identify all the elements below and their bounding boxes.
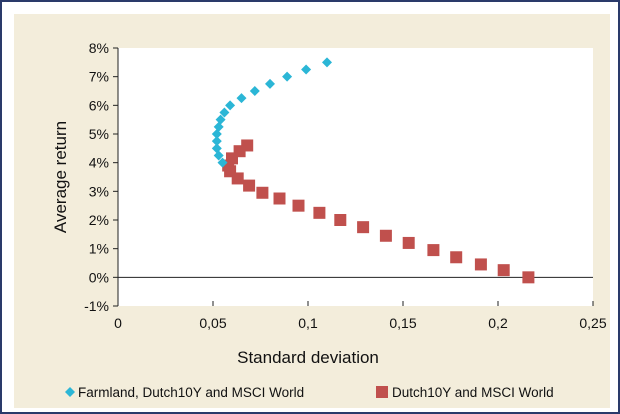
x-tick-label: 0 [114,315,122,331]
chart-panel: -1% 0% 1% 2% 3% 4% 5% 6% 7% 8% 0 0,05 0,1 0,15 0,2 0,2… [14,14,610,408]
data-point-dutch10y [274,193,286,205]
y-axis-title: Average return [51,121,70,233]
plot-background [118,48,593,306]
y-tick-label: 8% [89,40,109,56]
data-point-dutch10y [450,251,462,263]
y-tick-label: 0% [89,269,109,285]
data-point-dutch10y [334,214,346,226]
data-point-dutch10y [522,271,534,283]
y-tick-label: 6% [89,97,109,113]
y-tick-label: 2% [89,212,109,228]
y-axis-ticks: -1% 0% 1% 2% 3% 4% 5% 6% 7% 8% [84,40,118,314]
data-point-dutch10y [256,187,268,199]
data-point-dutch10y [475,258,487,270]
x-axis-title: Standard deviation [237,348,379,367]
legend-marker-dutch10y [376,386,388,398]
data-point-dutch10y [243,180,255,192]
legend-label-dutch10y: Dutch10Y and MSCI World [392,385,554,400]
y-tick-label: 3% [89,183,109,199]
y-tick-label: 4% [89,155,109,171]
legend: Farmland, Dutch10Y and MSCI World Dutch1… [65,385,554,400]
y-tick-label: -1% [84,298,109,314]
data-point-dutch10y [403,237,415,249]
data-point-dutch10y [232,172,244,184]
y-tick-label: 5% [89,126,109,142]
x-tick-label: 0,15 [389,315,416,331]
plot-area [118,48,593,306]
chart-svg: -1% 0% 1% 2% 3% 4% 5% 6% 7% 8% 0 0,05 0,1 0,15 0,2 0,2… [14,14,610,408]
y-tick-label: 1% [89,241,109,257]
x-tick-label: 0,25 [579,315,606,331]
data-point-dutch10y [427,244,439,256]
legend-label-farmland: Farmland, Dutch10Y and MSCI World [78,385,304,400]
data-point-dutch10y [313,207,325,219]
x-tick-label: 0,2 [488,315,508,331]
x-tick-label: 0,1 [298,315,318,331]
x-tick-label: 0,05 [199,315,226,331]
data-point-dutch10y [380,230,392,242]
data-point-dutch10y [293,200,305,212]
legend-marker-farmland [65,387,75,397]
data-point-dutch10y [357,221,369,233]
y-tick-label: 7% [89,69,109,85]
data-point-dutch10y [498,264,510,276]
